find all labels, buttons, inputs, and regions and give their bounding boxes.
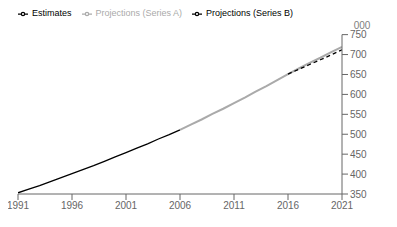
html-text:Estimates: Estimates xyxy=(32,8,72,18)
svg-text:2016: 2016 xyxy=(277,200,300,211)
svg-text:2021: 2021 xyxy=(331,200,354,211)
svg-text:500: 500 xyxy=(350,129,367,140)
svg-text:750: 750 xyxy=(350,29,367,40)
svg-text:1996: 1996 xyxy=(61,200,84,211)
svg-text:400: 400 xyxy=(350,169,367,180)
svg-text:700: 700 xyxy=(350,49,367,60)
svg-text:550: 550 xyxy=(350,109,367,120)
svg-text:2011: 2011 xyxy=(223,200,245,211)
svg-text:2001: 2001 xyxy=(115,200,138,211)
svg-text:450: 450 xyxy=(350,149,367,160)
svg-text:600: 600 xyxy=(350,89,367,100)
html-text:Projections (Series B): Projections (Series B) xyxy=(206,8,294,18)
svg-text:2006: 2006 xyxy=(169,200,192,211)
svg-text:000: 000 xyxy=(354,20,371,31)
svg-text:350: 350 xyxy=(350,189,367,200)
svg-text:650: 650 xyxy=(350,69,367,80)
svg-text:1991: 1991 xyxy=(8,200,30,211)
html-text:Projections (Series A): Projections (Series A) xyxy=(95,8,183,18)
